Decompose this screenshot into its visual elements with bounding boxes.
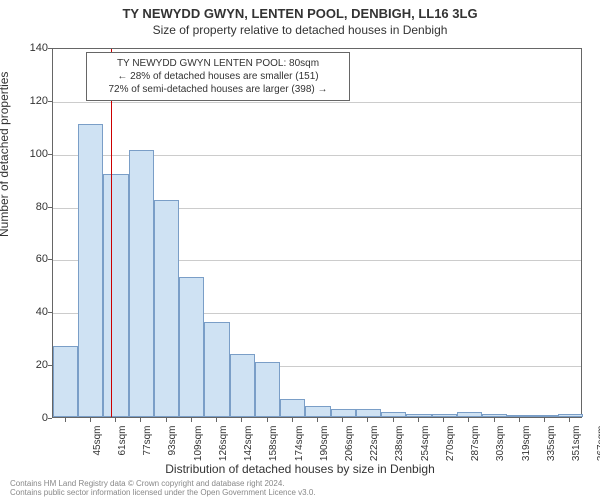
y-tick-label: 60 [20,253,48,265]
info-box: TY NEWYDD GWYN LENTEN POOL: 80sqm ← 28% … [86,52,350,101]
histogram-bar [482,414,507,417]
histogram-bar [507,415,532,417]
histogram-bar [53,346,78,417]
x-tick [115,418,116,422]
info-box-line1: TY NEWYDD GWYN LENTEN POOL: 80sqm [95,57,341,70]
histogram-bar [204,322,229,417]
x-tick-label: 190sqm [319,426,330,466]
y-tick [48,154,52,155]
histogram-bar [78,124,103,417]
reference-line [111,49,112,417]
x-tick-label: 287sqm [470,426,481,466]
histogram-bar [230,354,255,417]
y-tick-label: 20 [20,359,48,371]
x-tick-label: 158sqm [268,426,279,466]
info-box-line3: 72% of semi-detached houses are larger (… [95,83,341,96]
x-tick-label: 238sqm [394,426,405,466]
y-tick-label: 40 [20,306,48,318]
info-box-line2: ← 28% of detached houses are smaller (15… [95,70,341,83]
histogram-bar [558,414,583,417]
x-tick-label: 303sqm [495,426,506,466]
histogram-bar [457,412,482,417]
x-tick [140,418,141,422]
histogram-bar [103,174,128,417]
y-tick [48,48,52,49]
chart-plot-area [52,48,582,418]
x-tick-label: 351sqm [571,426,582,466]
y-tick [48,101,52,102]
y-tick-label: 100 [20,148,48,160]
x-tick [468,418,469,422]
x-tick [418,418,419,422]
x-tick-label: 174sqm [294,426,305,466]
x-tick [494,418,495,422]
x-tick [292,418,293,422]
x-tick-label: 77sqm [142,426,153,466]
histogram-bar [356,409,381,417]
x-tick-label: 126sqm [218,426,229,466]
x-tick [342,418,343,422]
y-tick [48,418,52,419]
x-tick [317,418,318,422]
x-tick [166,418,167,422]
footer-line2: Contains public sector information licen… [10,489,316,498]
x-tick [519,418,520,422]
x-tick-label: 254sqm [420,426,431,466]
x-tick-label: 335sqm [546,426,557,466]
x-tick [393,418,394,422]
y-tick-label: 80 [20,201,48,213]
y-tick-label: 120 [20,95,48,107]
x-tick [367,418,368,422]
x-tick-label: 61sqm [117,426,128,466]
gridline [53,102,581,103]
x-tick [544,418,545,422]
y-axis-label: Number of detached properties [0,72,11,237]
y-tick [48,207,52,208]
histogram-bar [533,415,558,417]
footer-attribution: Contains HM Land Registry data © Crown c… [10,480,316,498]
x-tick-label: 206sqm [344,426,355,466]
x-tick-label: 109sqm [193,426,204,466]
x-tick-label: 367sqm [596,426,600,466]
x-tick-label: 270sqm [445,426,456,466]
chart-title-main: TY NEWYDD GWYN, LENTEN POOL, DENBIGH, LL… [0,0,600,21]
histogram-bar [381,412,406,417]
histogram-bar [432,414,457,417]
x-tick [443,418,444,422]
histogram-bar [255,362,280,418]
x-tick [569,418,570,422]
x-tick [191,418,192,422]
x-tick [216,418,217,422]
x-tick-label: 45sqm [92,426,103,466]
x-tick [241,418,242,422]
y-tick-label: 0 [20,412,48,424]
x-tick-label: 222sqm [369,426,380,466]
histogram-bar [154,200,179,417]
y-tick [48,365,52,366]
x-tick-label: 142sqm [243,426,254,466]
histogram-bar [406,414,431,417]
histogram-bar [305,406,330,417]
x-tick-label: 319sqm [521,426,532,466]
x-tick [267,418,268,422]
x-tick [90,418,91,422]
histogram-bar [179,277,204,417]
y-tick [48,312,52,313]
histogram-bar [129,150,154,417]
x-tick [65,418,66,422]
histogram-bar [280,399,305,418]
chart-title-sub: Size of property relative to detached ho… [0,21,600,37]
y-tick-label: 140 [20,42,48,54]
histogram-bar [331,409,356,417]
x-tick-label: 93sqm [167,426,178,466]
y-tick [48,259,52,260]
